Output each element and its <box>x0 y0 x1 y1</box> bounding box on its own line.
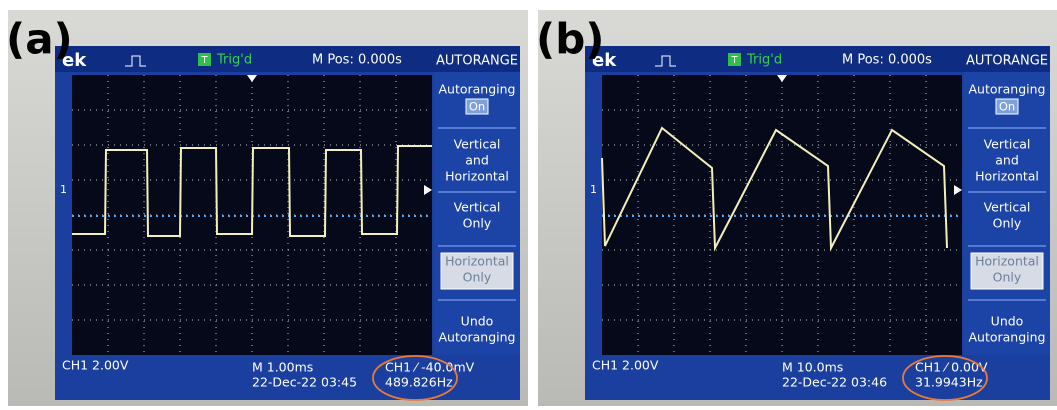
trigger-status: Trig'd <box>746 53 782 68</box>
trig-icon: T <box>200 55 208 66</box>
trig-icon: T <box>730 55 738 66</box>
m-pos: M Pos: 0.000s <box>312 53 402 68</box>
menu-item-text: and <box>465 153 489 168</box>
trigger-status: Trig'd <box>216 53 252 68</box>
menu-item-text: Vertical <box>454 137 501 152</box>
channel-marker: 1 <box>60 183 67 196</box>
menu-item-text: Autoranging <box>968 330 1045 345</box>
footer-trigger: CH1 ⁄ 0.00V <box>915 360 988 375</box>
menu-item-text: Horizontal <box>975 169 1039 184</box>
menu-item-text: Only <box>463 270 492 285</box>
panel-label: (a) <box>6 15 73 64</box>
footer-date: 22-Dec-22 03:46 <box>782 375 887 390</box>
footer-frequency: 489.826Hz <box>385 375 453 390</box>
menu-value: On <box>469 100 485 114</box>
menu-item-text: Vertical <box>984 200 1031 215</box>
footer-timebase: M 1.00ms <box>252 360 313 375</box>
menu-item-text: Horizontal <box>445 169 509 184</box>
footer-timebase: M 10.0ms <box>782 360 843 375</box>
menu-item-text: and <box>995 153 1019 168</box>
footer-date: 22-Dec-22 03:45 <box>252 375 357 390</box>
menu-title: AUTORANGE <box>436 54 518 69</box>
footer-channel: CH1 2.00V <box>62 358 129 373</box>
m-pos: M Pos: 0.000s <box>842 53 932 68</box>
menu-item-text: Undo <box>991 314 1024 329</box>
menu-item-text: Horizontal <box>445 254 509 269</box>
menu-item-text: Autoranging <box>968 82 1045 97</box>
footer-trigger: CH1 ⁄ -40.0mV <box>385 360 475 375</box>
menu-title: AUTORANGE <box>966 54 1048 69</box>
footer-frequency: 31.9943Hz <box>915 375 983 390</box>
panel-label: (b) <box>536 15 604 64</box>
figure: ekTTrig'dM Pos: 0.000s1AUTORANGEAutorang… <box>0 0 1057 406</box>
footer-channel: CH1 2.00V <box>592 358 659 373</box>
menu-item-text: Autoranging <box>438 330 515 345</box>
channel-marker: 1 <box>590 183 597 196</box>
menu-item-text: Only <box>463 216 492 231</box>
menu-item-text: Undo <box>461 314 494 329</box>
menu-item-text: Only <box>993 270 1022 285</box>
menu-item-text: Autoranging <box>438 82 515 97</box>
menu-item-text: Only <box>993 216 1022 231</box>
menu-item-text: Vertical <box>454 200 501 215</box>
menu-value: On <box>999 100 1015 114</box>
menu-item-text: Vertical <box>984 137 1031 152</box>
menu-item-text: Horizontal <box>975 254 1039 269</box>
